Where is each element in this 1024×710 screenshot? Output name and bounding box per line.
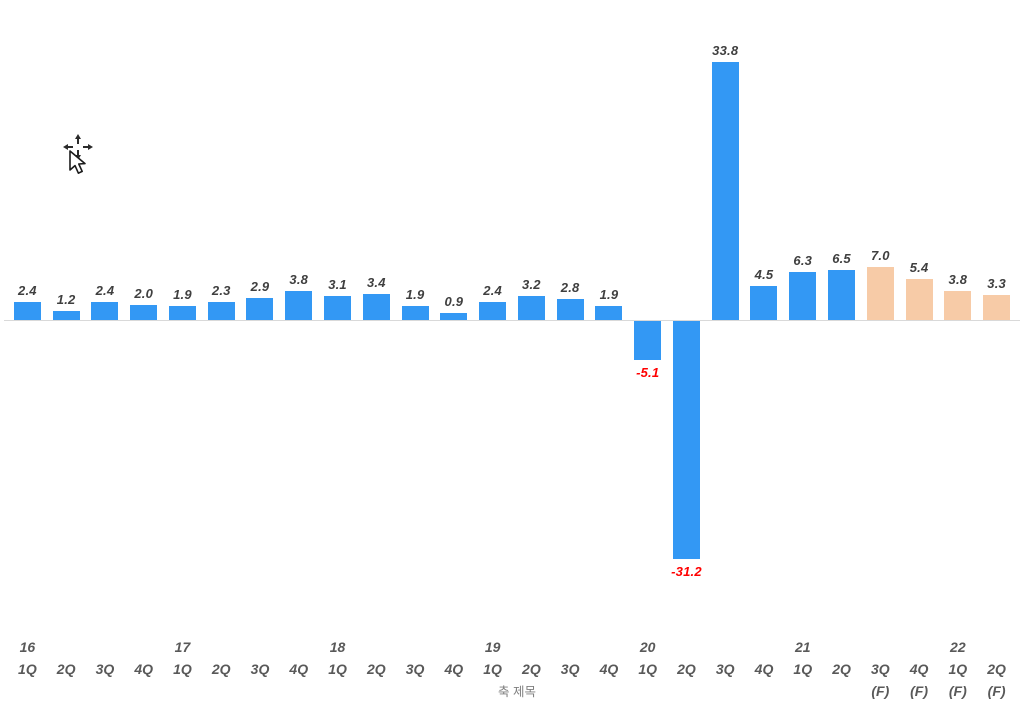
x-axis-quarter-label: 3Q [95, 661, 115, 677]
x-axis-quarter-label: 1Q [173, 661, 192, 677]
bar-value-label: 2.4 [18, 283, 37, 298]
x-axis-quarter-label: 1Q [793, 661, 813, 677]
bar-value-label: 1.9 [405, 287, 425, 302]
bar-4Q[interactable] [750, 286, 777, 320]
bar-4Q[interactable] [440, 313, 467, 320]
x-axis-quarter-label: 2Q [366, 661, 386, 677]
x-axis-forecast-flag: (F) [948, 683, 967, 699]
x-axis-quarter-label: 2Q [832, 661, 851, 677]
x-axis-quarter-label: 2Q [522, 661, 541, 677]
bar-value-label: 1.2 [56, 292, 76, 307]
bar-4Q[interactable] [130, 305, 157, 320]
bar-4Q[interactable] [595, 306, 622, 320]
x-axis-quarter-label: 3Q [715, 661, 735, 677]
x-axis-year-label: 17 [174, 639, 191, 655]
x-axis-quarter-label: 1Q [18, 661, 37, 677]
bar-value-label: 3.2 [522, 277, 541, 292]
x-axis-year-label: 22 [950, 639, 966, 655]
bar-3Q-F[interactable] [867, 267, 894, 320]
x-axis-forecast-flag: (F) [987, 683, 1006, 699]
bar-value-label: 1.9 [173, 287, 192, 302]
bar-value-label: 6.3 [793, 253, 813, 268]
x-axis-year-label: 16 [19, 639, 36, 655]
bar-2Q[interactable] [53, 311, 80, 320]
x-axis-quarter-label: 3Q [250, 661, 270, 677]
bar-value-label: 5.4 [909, 260, 929, 275]
x-axis-quarter-label: 4Q [444, 661, 464, 677]
x-axis-quarter-label: 4Q [134, 661, 154, 677]
bar-value-label: 2.8 [560, 280, 580, 295]
bar-22-1Q-F[interactable] [944, 291, 971, 320]
bar-2Q-F[interactable] [983, 295, 1010, 320]
bar-value-label: 3.3 [987, 276, 1006, 291]
bar-2Q[interactable] [828, 270, 855, 320]
x-axis-quarter-label: 2Q [987, 661, 1006, 677]
bar-value-label: 2.3 [211, 283, 231, 298]
move-cursor-icon [63, 134, 93, 174]
x-axis-title[interactable]: 축 제목 [498, 685, 536, 699]
x-axis-year-label: 19 [484, 639, 501, 655]
bar-19-1Q[interactable] [479, 302, 506, 320]
bar-2Q[interactable] [208, 302, 235, 320]
x-axis-year-label: 21 [794, 639, 811, 655]
bar-3Q[interactable] [402, 306, 429, 320]
x-axis-quarter-label: 4Q [754, 661, 774, 677]
x-axis-quarter-label: 4Q [599, 661, 619, 677]
bar-value-label: 4.5 [754, 267, 774, 282]
bar-3Q[interactable] [712, 62, 739, 320]
bar-21-1Q[interactable] [789, 272, 816, 320]
x-axis-quarter-label: 2Q [677, 661, 696, 677]
x-axis-forecast-flag: (F) [871, 683, 890, 699]
bar-value-label: 3.1 [328, 277, 347, 292]
x-axis-quarter-label: 3Q [870, 661, 890, 677]
bar-4Q-F[interactable] [906, 279, 933, 320]
x-axis-quarter-label: 1Q [328, 661, 347, 677]
x-axis-quarter-label: 1Q [948, 661, 968, 677]
bar-2Q[interactable] [673, 321, 700, 559]
x-axis-quarter-label: 1Q [483, 661, 502, 677]
x-axis-quarter-label: 2Q [211, 661, 231, 677]
bar-16-1Q[interactable] [14, 302, 41, 320]
bar-4Q[interactable] [285, 291, 312, 320]
bar-3Q[interactable] [246, 298, 273, 320]
bar-value-label: 1.9 [599, 287, 619, 302]
x-axis-forecast-flag: (F) [910, 683, 929, 699]
x-axis-quarter-label: 3Q [405, 661, 425, 677]
bar-value-label: 3.4 [366, 275, 386, 290]
bar-value-label: 7.0 [870, 248, 890, 263]
x-axis-year-label: 20 [639, 639, 656, 655]
x-axis-quarter-label: 3Q [560, 661, 580, 677]
x-axis-line [4, 320, 1020, 321]
bar-value-label: 6.5 [832, 251, 851, 266]
x-axis-quarter-label: 4Q [909, 661, 929, 677]
bar-value-label: 2.0 [134, 286, 154, 301]
bar-3Q[interactable] [557, 299, 584, 320]
bar-value-label: 3.8 [948, 272, 968, 287]
x-axis-quarter-label: 2Q [56, 661, 76, 677]
bar-value-label: -31.2 [671, 564, 702, 579]
bar-2Q[interactable] [518, 296, 545, 320]
bar-value-label: 0.9 [444, 294, 464, 309]
bar-18-1Q[interactable] [324, 296, 351, 320]
bar-2Q[interactable] [363, 294, 390, 320]
bar-20-1Q[interactable] [634, 321, 661, 360]
x-axis-quarter-label: 1Q [638, 661, 658, 677]
bar-value-label: 33.8 [712, 43, 739, 58]
bar-value-label: 2.9 [250, 279, 270, 294]
x-axis-quarter-label: 4Q [289, 661, 309, 677]
x-axis-year-label: 18 [329, 639, 346, 655]
bar-value-label: 2.4 [95, 283, 115, 298]
bar-value-label: -5.1 [636, 365, 660, 380]
bar-17-1Q[interactable] [169, 306, 196, 320]
bar-3Q[interactable] [91, 302, 118, 320]
bar-value-label: 3.8 [289, 272, 309, 287]
bar-value-label: 2.4 [483, 283, 502, 298]
